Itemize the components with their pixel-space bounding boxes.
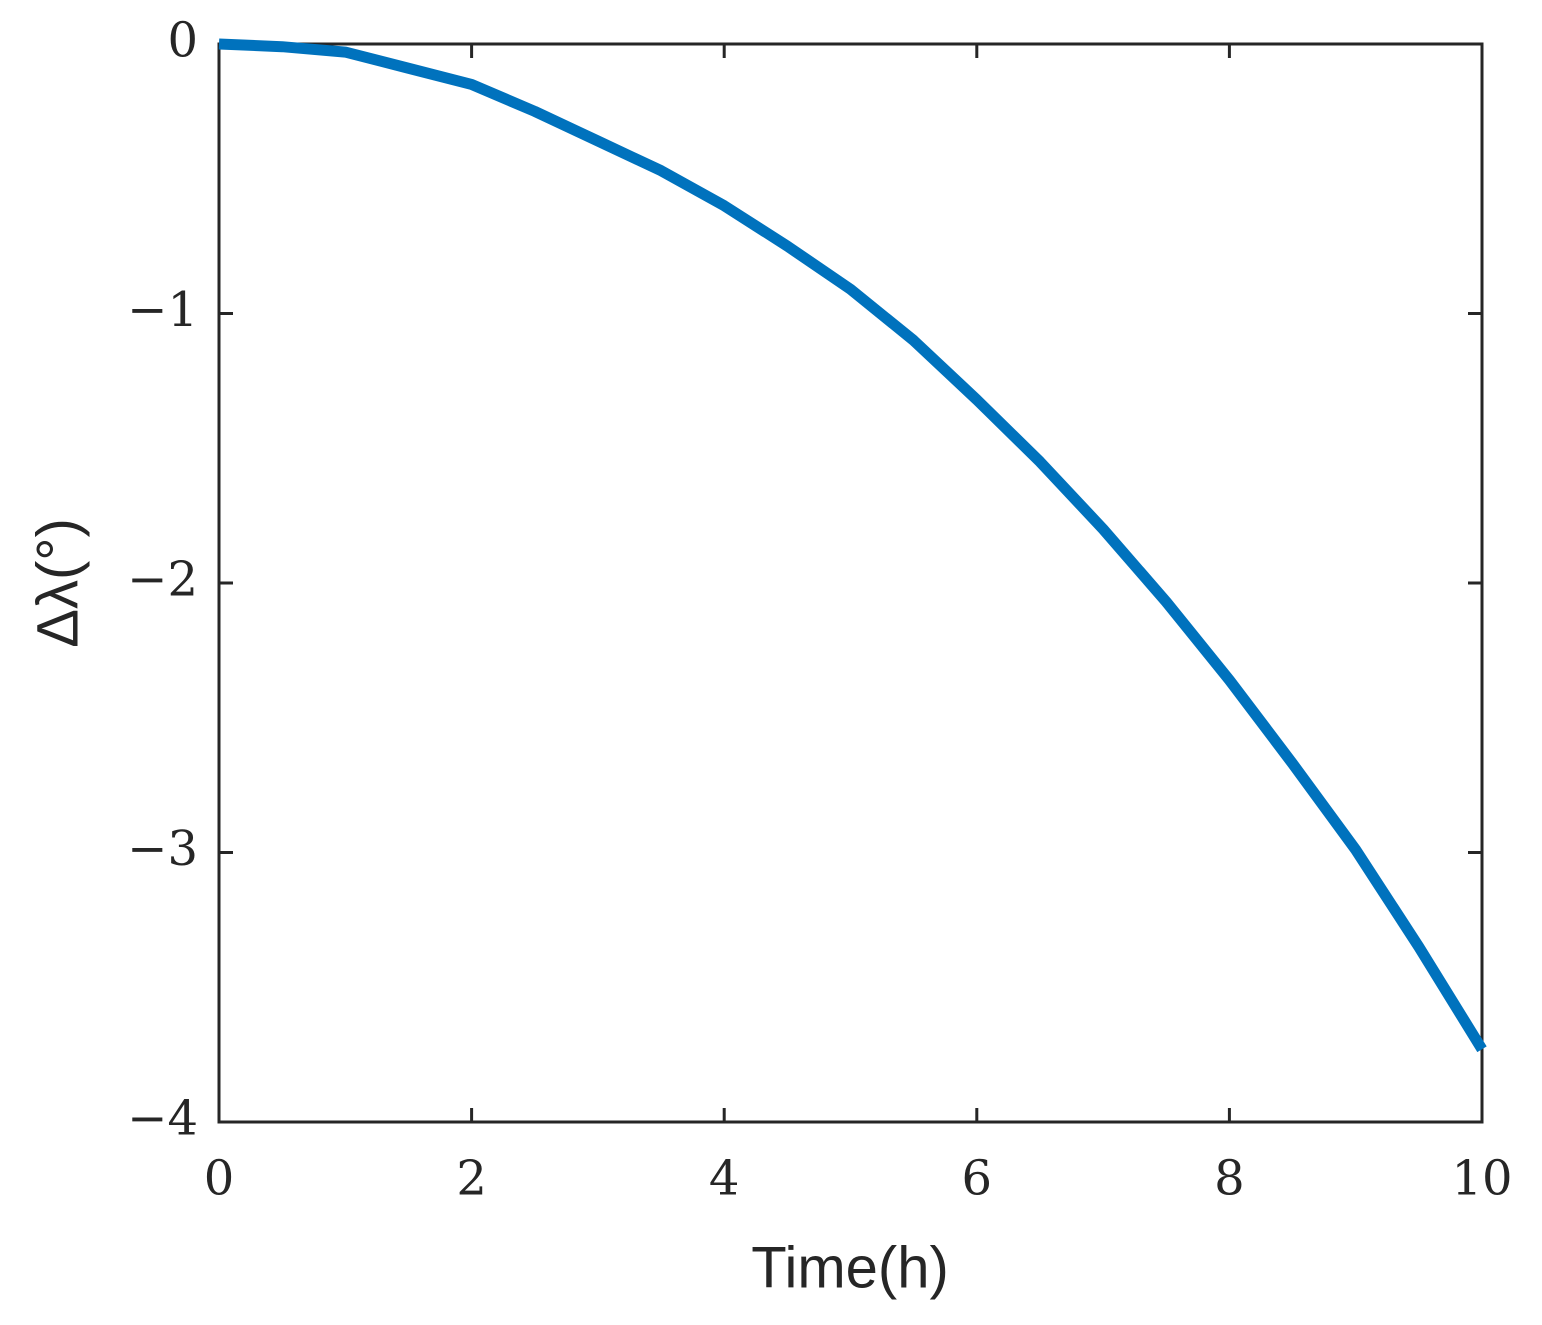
data-line [218, 38, 1487, 1053]
x-tick-label: 6 [962, 1151, 993, 1207]
x-tick-label: 10 [1451, 1151, 1512, 1207]
x-tick-label: 4 [709, 1151, 740, 1207]
y-tick-label: −3 [127, 821, 198, 877]
x-axis-label: Time(h) [751, 1235, 949, 1300]
axes-frame [217, 42, 1484, 1124]
y-tick-label: −4 [127, 1091, 198, 1147]
x-tick-label: 0 [204, 1151, 235, 1207]
y-axis-label: Δλ(°) [25, 518, 90, 648]
y-tick-label: 0 [167, 13, 198, 69]
x-tick-label: 8 [1214, 1151, 1245, 1207]
y-tick-label: −2 [127, 552, 198, 608]
y-tick-label: −1 [127, 282, 198, 338]
x-tick-label: 2 [456, 1151, 487, 1207]
